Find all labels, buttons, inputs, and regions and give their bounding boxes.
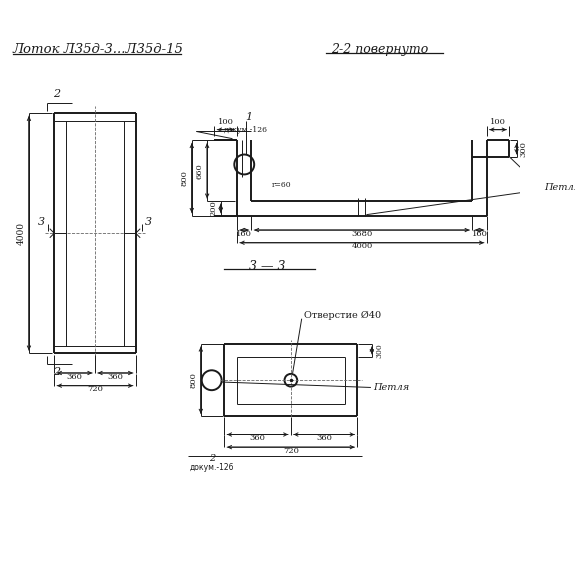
Text: 2: 2 bbox=[209, 454, 215, 463]
Text: 160: 160 bbox=[472, 229, 488, 237]
Text: 720: 720 bbox=[87, 385, 103, 393]
Text: Отверстие Ø40: Отверстие Ø40 bbox=[304, 310, 382, 320]
Text: 800: 800 bbox=[190, 372, 198, 388]
Text: 2-2 повернуто: 2-2 повернуто bbox=[331, 43, 428, 56]
Text: r=60: r=60 bbox=[271, 181, 291, 189]
Text: 300: 300 bbox=[375, 343, 383, 358]
Text: 360: 360 bbox=[67, 373, 83, 381]
Text: 100: 100 bbox=[218, 118, 233, 126]
Text: 3: 3 bbox=[145, 217, 152, 227]
Text: Лоток Л35д-3...Л35д-15: Лоток Л35д-3...Л35д-15 bbox=[13, 43, 183, 56]
Text: 3680: 3680 bbox=[351, 229, 373, 237]
Text: 3: 3 bbox=[38, 217, 45, 227]
Text: 3 — 3: 3 — 3 bbox=[248, 260, 285, 273]
Text: 200: 200 bbox=[209, 201, 217, 216]
Text: 160: 160 bbox=[236, 229, 252, 237]
Text: 100: 100 bbox=[490, 118, 506, 126]
Text: Петля: Петля bbox=[373, 383, 409, 392]
Text: докум.-126: докум.-126 bbox=[224, 126, 267, 133]
Text: докум.-126: докум.-126 bbox=[189, 463, 234, 473]
Text: 300: 300 bbox=[520, 141, 528, 156]
Text: 360: 360 bbox=[250, 434, 266, 442]
Text: 360: 360 bbox=[108, 373, 123, 381]
Text: 720: 720 bbox=[283, 447, 299, 455]
Text: 360: 360 bbox=[316, 434, 332, 442]
Text: 4000: 4000 bbox=[17, 222, 26, 245]
Text: Петля: Петля bbox=[544, 183, 575, 191]
Text: 660: 660 bbox=[196, 163, 204, 179]
Text: 800: 800 bbox=[181, 170, 189, 186]
Text: 2: 2 bbox=[53, 89, 60, 99]
Text: 1: 1 bbox=[245, 112, 252, 122]
Text: 2: 2 bbox=[53, 367, 60, 377]
Text: 4000: 4000 bbox=[351, 242, 373, 250]
